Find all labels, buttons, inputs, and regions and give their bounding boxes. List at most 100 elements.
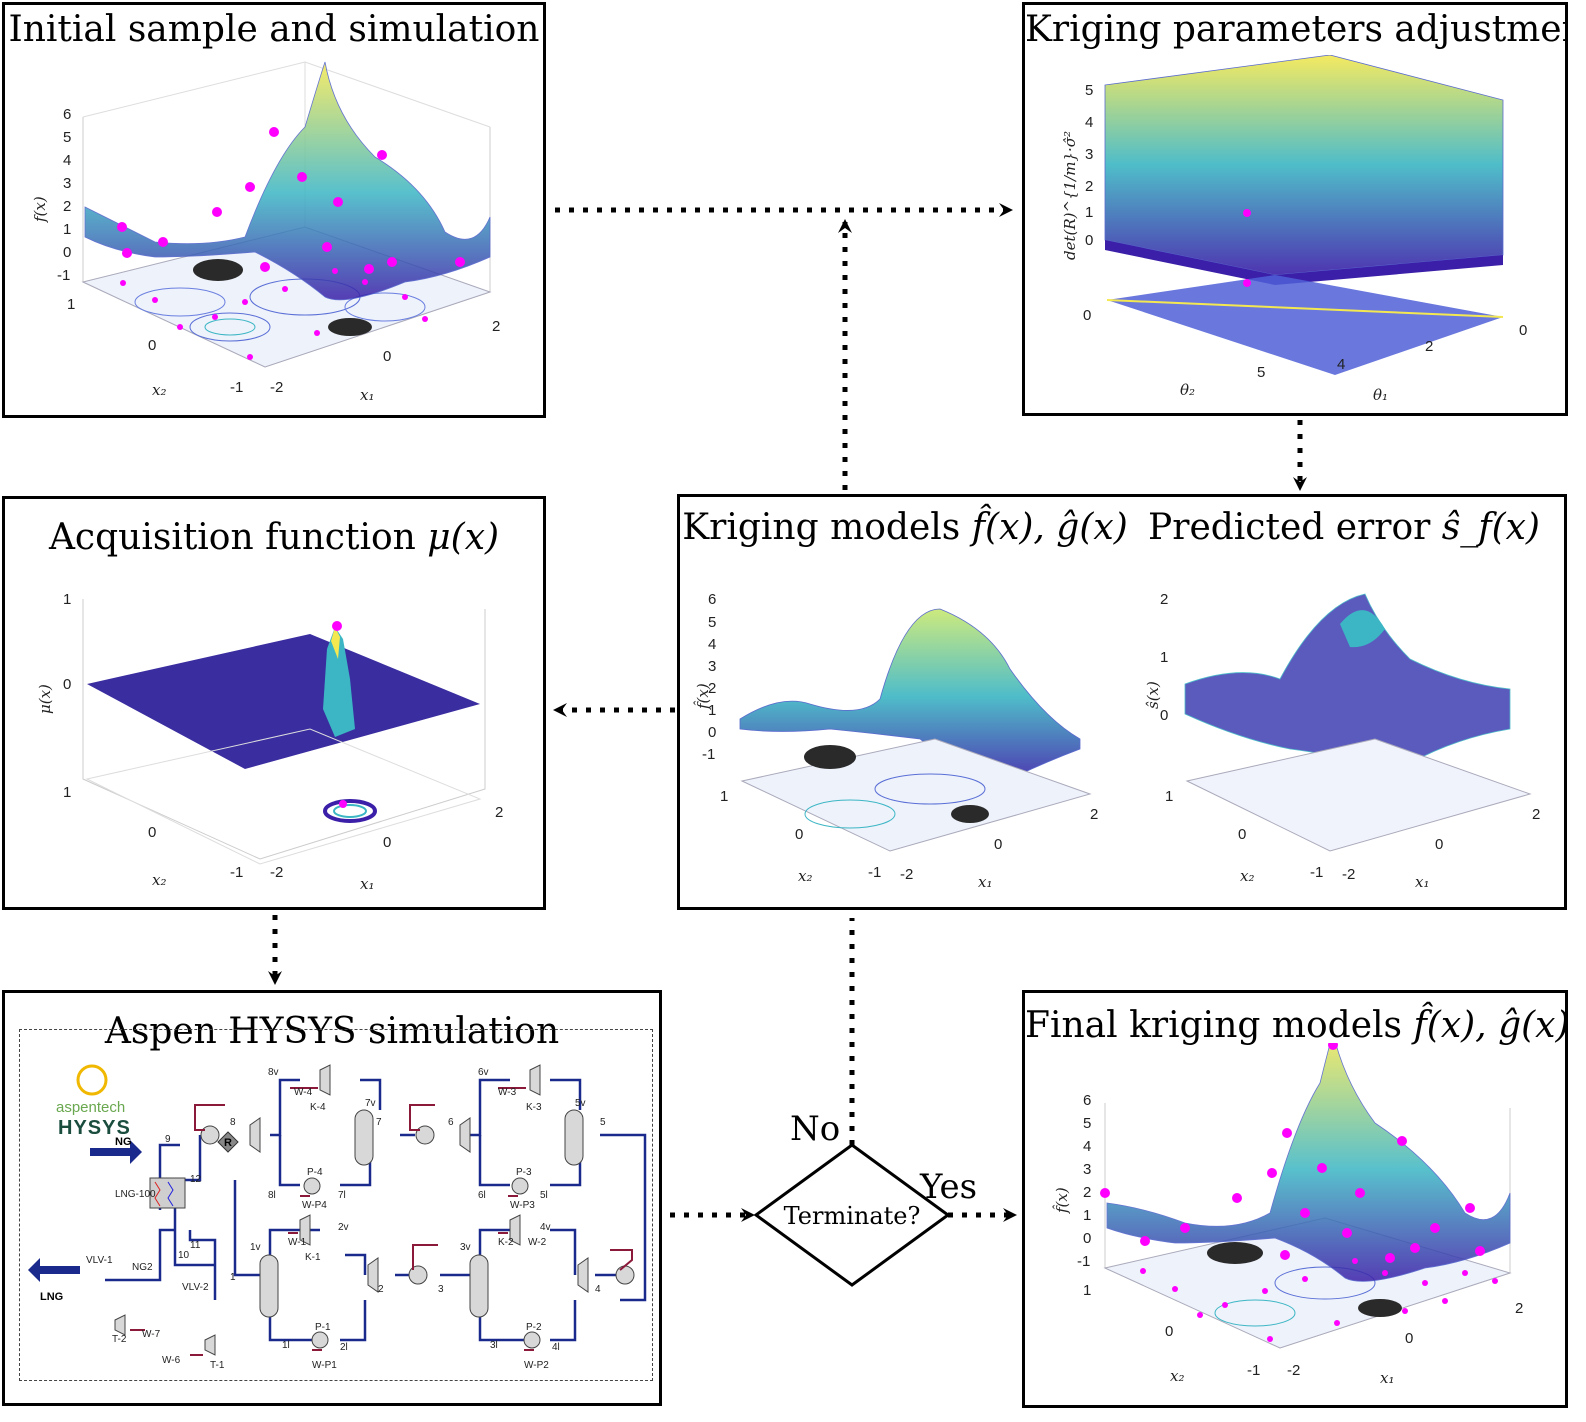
surface-mesh <box>84 61 491 301</box>
svg-text:1: 1 <box>1165 788 1173 805</box>
svg-text:W-3: W-3 <box>498 1087 517 1098</box>
acquisition-peak <box>323 627 355 737</box>
svg-text:4: 4 <box>595 1284 601 1295</box>
panel-title: Acquisition function μ(x) <box>48 517 500 558</box>
svg-text:3: 3 <box>63 175 71 192</box>
svg-text:3: 3 <box>438 1284 444 1295</box>
surface-plot-final: 6 5 4 3 2 1 0 -1 f̂(x) 1 0 -1 x₂ -2 0 2 … <box>1053 1043 1523 1387</box>
aspentech-logo: aspentech HYSYS <box>56 1064 131 1139</box>
svg-text:W-P1: W-P1 <box>312 1360 337 1371</box>
energy-streams <box>130 1087 633 1356</box>
svg-text:3: 3 <box>1083 1161 1091 1178</box>
svg-text:2: 2 <box>378 1284 384 1295</box>
svg-text:W-1: W-1 <box>288 1237 307 1248</box>
svg-text:0: 0 <box>795 826 803 843</box>
z-axis-ticks: 6 5 4 3 2 1 0 -1 <box>57 106 71 284</box>
svg-text:W-7: W-7 <box>142 1329 161 1340</box>
svg-text:6: 6 <box>63 106 71 123</box>
surface-plot-kriging: 6 5 4 3 2 1 0 -1 f̂(x) 1 0 -1 x₂ -2 0 2 … <box>694 591 1099 891</box>
svg-text:2: 2 <box>1532 806 1540 823</box>
z-axis-label: f̂(x) <box>1053 1187 1071 1214</box>
x1-label: x₁ <box>978 873 992 891</box>
svg-text:0: 0 <box>63 244 71 261</box>
sample-points <box>117 127 465 360</box>
surface-mesh <box>87 634 480 769</box>
z-axis-label: det(R)^{1/m}·σ̂² <box>1061 131 1079 260</box>
svg-text:6: 6 <box>708 591 716 608</box>
svg-text:3: 3 <box>1085 146 1093 163</box>
svg-text:4: 4 <box>708 636 716 653</box>
svg-text:2v: 2v <box>338 1222 349 1233</box>
svg-text:T-2: T-2 <box>112 1334 127 1345</box>
svg-text:K-2: K-2 <box>498 1237 514 1248</box>
svg-text:1l: 1l <box>282 1340 290 1351</box>
svg-text:2l: 2l <box>340 1342 348 1353</box>
svg-text:-2: -2 <box>1342 866 1355 883</box>
svg-text:2: 2 <box>708 680 716 697</box>
svg-text:W-P3: W-P3 <box>510 1200 535 1211</box>
panel-title: Initial sample and simulation <box>8 9 540 50</box>
x2-label: x₂ <box>798 867 812 885</box>
svg-text:12: 12 <box>190 1174 202 1185</box>
svg-text:W-4: W-4 <box>294 1087 313 1098</box>
z-axis-ticks: 5 4 3 2 1 0 <box>1085 82 1093 249</box>
svg-text:5: 5 <box>1085 82 1093 99</box>
svg-text:11: 11 <box>190 1240 201 1251</box>
svg-text:4: 4 <box>1337 356 1345 373</box>
svg-text:0: 0 <box>1085 232 1093 249</box>
svg-text:W-6: W-6 <box>162 1355 181 1366</box>
svg-text:2: 2 <box>495 804 503 821</box>
svg-text:8: 8 <box>230 1117 236 1128</box>
svg-text:0: 0 <box>994 836 1002 853</box>
svg-text:0: 0 <box>1083 307 1091 324</box>
surface-plot-error: 2 1 0 ŝ(x) 1 0 -1 x₂ -2 0 2 x₁ <box>1144 591 1540 891</box>
x1-label: x₁ <box>1380 1369 1394 1387</box>
svg-text:P-4: P-4 <box>307 1167 323 1178</box>
ng-arrow <box>90 1140 142 1164</box>
svg-text:-1: -1 <box>702 746 715 763</box>
optimum-point <box>1243 209 1251 217</box>
svg-text:7v: 7v <box>365 1098 376 1109</box>
svg-text:-2: -2 <box>270 379 283 396</box>
theta1-label: θ₁ <box>1373 386 1388 404</box>
svg-text:4l: 4l <box>552 1342 560 1353</box>
svg-text:5v: 5v <box>575 1098 586 1109</box>
svg-text:1: 1 <box>63 591 71 608</box>
svg-text:0: 0 <box>708 724 716 741</box>
svg-text:6: 6 <box>448 1117 454 1128</box>
svg-text:0: 0 <box>1238 826 1246 843</box>
svg-text:NG2: NG2 <box>132 1262 153 1273</box>
svg-text:6v: 6v <box>478 1067 489 1078</box>
surface-plot-initial: 6 5 4 3 2 1 0 -1 f(x) 1 0 -1 x₂ -2 0 2 x… <box>31 61 500 404</box>
svg-text:0: 0 <box>1405 1330 1413 1347</box>
svg-text:3l: 3l <box>490 1340 498 1351</box>
svg-text:1: 1 <box>1083 1282 1091 1299</box>
x1-label: x₁ <box>1415 873 1429 891</box>
svg-text:1: 1 <box>67 296 75 313</box>
svg-text:4: 4 <box>1083 1138 1091 1155</box>
svg-text:8l: 8l <box>268 1190 276 1201</box>
svg-text:LNG-100: LNG-100 <box>115 1189 156 1200</box>
panel-kriging-params: Kriging parameters adjustment 5 4 3 2 1 … <box>1022 2 1568 416</box>
contour-floor <box>1107 275 1503 375</box>
panel-title-left: Kriging models f̂(x), ĝ(x) <box>682 507 1128 548</box>
svg-text:0: 0 <box>1519 322 1527 339</box>
svg-text:1: 1 <box>1160 649 1168 666</box>
svg-text:1: 1 <box>708 702 716 719</box>
panel-final-models: Final kriging models f̂(x), ĝ(x) <box>1022 990 1568 1408</box>
svg-text:R: R <box>224 1137 232 1149</box>
stream-labels: NG LNG LNG-100 9 12 11 10 NG2 VLV-1 VLV-… <box>40 1067 606 1371</box>
error-surface <box>1184 593 1511 770</box>
z-axis-ticks: 6 5 4 3 2 1 0 -1 <box>1077 1092 1091 1270</box>
panel-initial-sample: Initial sample and simulation <box>2 2 546 418</box>
process-pipes <box>105 1078 647 1342</box>
svg-text:2: 2 <box>1515 1300 1523 1317</box>
svg-text:1: 1 <box>230 1272 236 1283</box>
svg-text:1v: 1v <box>250 1242 261 1253</box>
svg-text:8v: 8v <box>268 1067 279 1078</box>
svg-text:HYSYS: HYSYS <box>58 1117 131 1139</box>
x2-label: x₂ <box>1170 1367 1184 1385</box>
svg-text:1: 1 <box>63 221 71 238</box>
panel-kriging-models: Kriging models f̂(x), ĝ(x) Predicted err… <box>677 494 1567 910</box>
svg-text:0: 0 <box>383 348 391 365</box>
